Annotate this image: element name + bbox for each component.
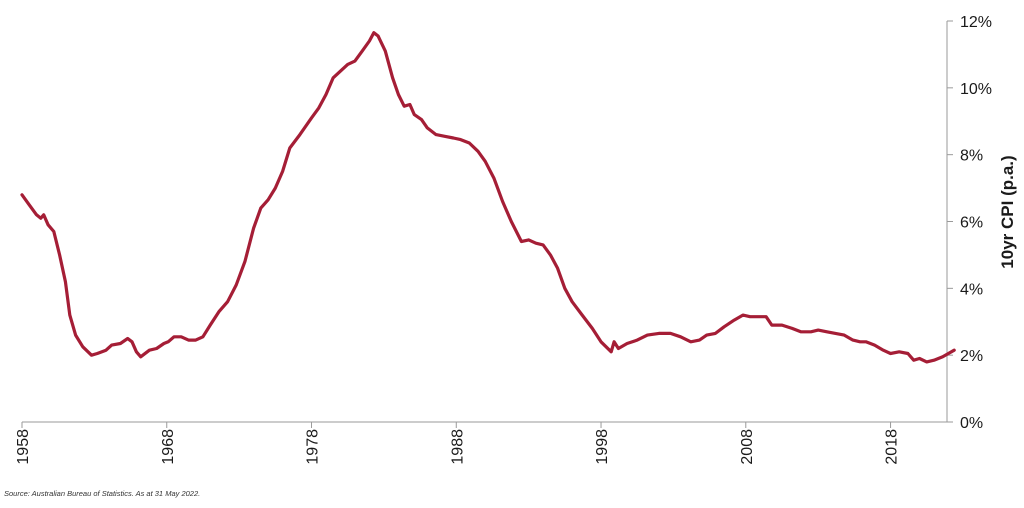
y-tick-label: 4% bbox=[960, 281, 983, 298]
x-tick-label: 1968 bbox=[160, 429, 177, 465]
cpi-series-line bbox=[20, 31, 956, 364]
y-tick-label: 2% bbox=[960, 348, 983, 365]
x-tick-label: 1998 bbox=[594, 429, 611, 465]
y-tick-label: 6% bbox=[960, 215, 983, 232]
y-tick-label: 8% bbox=[960, 148, 983, 165]
x-tick-label: 1988 bbox=[449, 429, 466, 465]
x-tick-label: 1958 bbox=[15, 429, 32, 465]
plot-area: 0% 2% 4% 6% 8% 10% 12% 1958 1968 1978 1988 1998 2008… bbox=[15, 14, 992, 465]
x-tick-label: 1978 bbox=[305, 429, 322, 465]
x-tick-label: 2008 bbox=[739, 429, 756, 465]
y-tick-label: 0% bbox=[960, 415, 983, 432]
y-axis-title: 10yr CPI (p.a.) bbox=[998, 155, 1017, 268]
y-tick-label: 12% bbox=[960, 14, 992, 31]
y-tick-label: 10% bbox=[960, 81, 992, 98]
x-tick-label: 2018 bbox=[884, 429, 901, 465]
source-note: Source: Australian Bureau of Statistics.… bbox=[4, 489, 201, 498]
